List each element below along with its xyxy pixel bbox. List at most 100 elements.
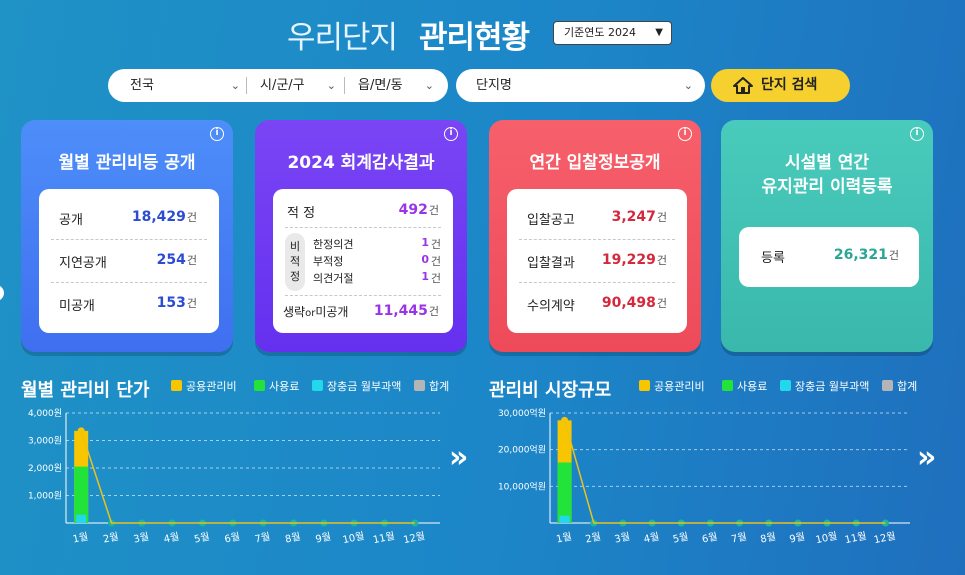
card-stats: 입찰공고 3,247건 입찰결과 19,229건 수의계약 90,498건 (507, 189, 687, 333)
stat-row: 입찰결과 19,229건 (507, 252, 687, 272)
region-select-label: 전국 (130, 78, 154, 93)
stat-label: 생략or미공개 (283, 303, 348, 320)
improper-value: 1 (421, 236, 429, 249)
page-title-light: 우리단지 (287, 20, 398, 56)
y-tick-label: 1,000원 (28, 491, 62, 502)
divider (285, 295, 441, 296)
omit-label-b: 미공개 (315, 305, 349, 319)
legend-item[interactable]: 공용관리비 (639, 378, 705, 394)
next-arrow-icon[interactable]: » (449, 440, 469, 475)
stat-row: 미공개 153건 (39, 295, 219, 315)
improper-row: 의견거절 1 건 (313, 270, 441, 287)
stat-value: 18,429 (131, 209, 186, 225)
divider (51, 239, 207, 240)
x-tick-label: 7월 (730, 531, 748, 546)
legend-item[interactable]: 장충금 월부과액 (780, 378, 869, 394)
stat-label: 수의계약 (527, 299, 575, 314)
chevron-down-icon: ⌄ (326, 79, 336, 92)
improper-unit: 건 (430, 272, 441, 285)
stat-label: 입찰결과 (527, 256, 575, 271)
stat-row: 입찰공고 3,247건 (507, 209, 687, 229)
total-line (80, 430, 415, 524)
stat-unit: 건 (186, 254, 197, 267)
info-icon[interactable]: i (678, 127, 692, 141)
unit-price-chart: 1,000원 2,000원 3,000원 4,000원 1월 2월 3월 4월 5월 6월 7월 8월… (28, 408, 440, 546)
legend-swatch (639, 380, 650, 391)
chevron-down-icon: ⌄ (683, 79, 693, 92)
omit-label-or: or (305, 308, 316, 319)
stat-unit: 건 (656, 211, 667, 224)
year-select[interactable]: 기준연도 2024 ▼ (553, 21, 672, 45)
bar-usage (74, 466, 89, 523)
divider (344, 77, 345, 94)
left-edge-tab[interactable] (0, 285, 4, 301)
improper-value: 1 (421, 270, 429, 283)
improper-row: 부적정 0 건 (313, 253, 441, 270)
card-title: 2024 회계감사결과 (287, 153, 435, 173)
x-tick-label: 2월 (584, 531, 602, 546)
improper-label: 한정의견 (313, 238, 354, 251)
stat-label: 입찰공고 (527, 213, 575, 228)
legend-item[interactable]: 공용관리비 (171, 378, 237, 394)
divider (51, 282, 207, 283)
info-icon[interactable]: i (210, 127, 224, 141)
stat-label: 적 정 (287, 206, 316, 221)
stat-value: 11,445 (373, 303, 428, 319)
market-size-chart: 10,000억원 20,000억원 30,000억원 1월 2월 3월 4월 5월 6월 7월 8월… (498, 407, 910, 546)
card-title-line1: 시설별 연간 (784, 153, 870, 173)
stat-value: 492 (398, 202, 428, 218)
card-bidding-info[interactable]: i 연간 입찰정보공개 입찰공고 3,247건 입찰결과 19,229건 수의계… (489, 120, 701, 352)
stat-unit: 건 (186, 297, 197, 310)
card-audit-result[interactable]: i 2024 회계감사결과 적 정 492건 비 적 정 한정의견 1 건 부적… (255, 120, 467, 352)
legend-item[interactable]: 사용료 (254, 378, 299, 394)
region-select[interactable]: 전국 ⌄ (130, 69, 240, 102)
divider (285, 227, 441, 228)
complex-select[interactable]: 단지명 ⌄ (456, 69, 705, 102)
legend-swatch (312, 380, 323, 391)
x-tick-label: 9월 (314, 531, 332, 546)
legend-item[interactable]: 합계 (414, 378, 449, 394)
divider (519, 239, 675, 240)
page-title-bold: 관리현황 (419, 20, 530, 56)
legend-label: 사용료 (269, 380, 300, 393)
bar-reserve (559, 515, 570, 523)
improper-label: 부적정 (313, 255, 344, 268)
market-size-title: 관리비 시장규모 (489, 380, 612, 401)
legend-swatch (722, 380, 733, 391)
card-facility-maintenance[interactable]: i 시설별 연간 유지관리 이력등록 등록 26,321건 (721, 120, 933, 352)
x-tick-label: 5월 (193, 531, 211, 546)
info-icon[interactable]: i (444, 127, 458, 141)
legend-label: 공용관리비 (654, 380, 705, 393)
stat-row: 수의계약 90,498건 (507, 295, 687, 315)
town-select-label: 읍/면/동 (358, 78, 403, 93)
stat-unit: 건 (656, 254, 667, 267)
town-select[interactable]: 읍/면/동 ⌄ (358, 69, 434, 102)
stat-unit: 건 (888, 249, 899, 262)
card-monthly-disclosure[interactable]: i 월별 관리비등 공개 공개 18,429건 지연공개 254건 미공개 15… (21, 120, 233, 352)
legend-item[interactable]: 사용료 (722, 378, 767, 394)
legend-swatch (254, 380, 265, 391)
complex-search-button[interactable]: 단지 검색 (711, 69, 850, 102)
stat-unit: 건 (428, 204, 439, 217)
legend-swatch (882, 380, 893, 391)
legend-item[interactable]: 장충금 월부과액 (312, 378, 401, 394)
stat-value: 90,498 (601, 295, 656, 311)
search-button-label: 단지 검색 (761, 77, 818, 93)
stat-unit: 건 (186, 211, 197, 224)
x-tick-label: 8월 (759, 531, 777, 546)
x-tick-label: 6월 (223, 531, 241, 546)
improper-value: 0 (421, 253, 429, 266)
legend-item[interactable]: 합계 (882, 378, 917, 394)
x-tick-label: 1월 (72, 531, 90, 546)
unit-price-title: 월별 관리비 단가 (21, 380, 150, 401)
legend-label: 장충금 월부과액 (327, 380, 402, 393)
info-icon[interactable]: i (910, 127, 924, 141)
x-tick-label: 8월 (284, 531, 302, 546)
next-arrow-icon[interactable]: » (917, 440, 937, 475)
divider (519, 282, 675, 283)
x-tick-label: 3월 (132, 531, 150, 546)
city-select[interactable]: 시/군/구 ⌄ (260, 69, 336, 102)
card-title-line2: 유지관리 이력등록 (761, 177, 893, 197)
stat-label: 공개 (59, 213, 83, 228)
x-tick-label: 4월 (163, 531, 181, 546)
